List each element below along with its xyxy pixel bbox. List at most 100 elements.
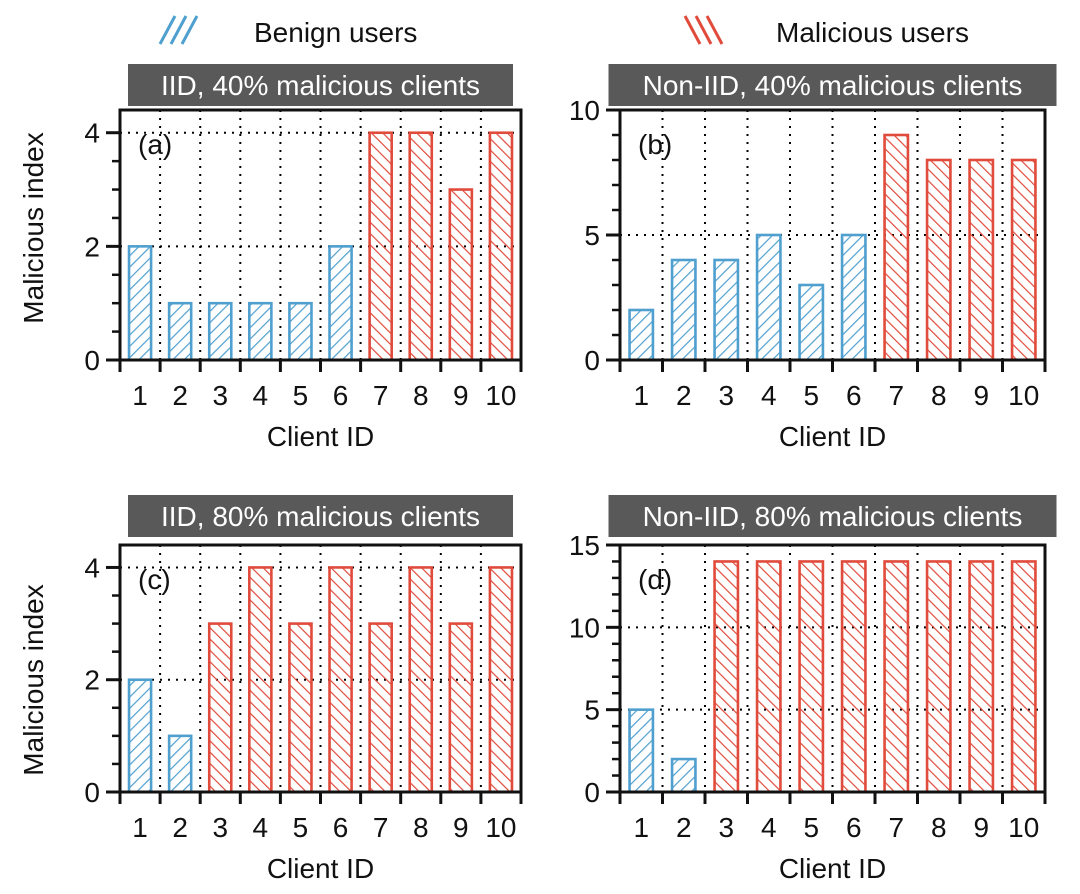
- bar-client-2: [670, 258, 697, 362]
- ylabel-panel-c: Malicious index: [18, 584, 49, 775]
- x-tick-label: 3: [212, 812, 228, 843]
- bar-client-5: [798, 283, 825, 362]
- legend-malicious-label: Malicious users: [776, 17, 969, 48]
- bar-client-2: [670, 757, 697, 794]
- x-tick-label: 7: [888, 380, 904, 411]
- bar-client-1: [127, 245, 153, 362]
- x-tick-label: 5: [803, 812, 819, 843]
- panel-title: IID, 80% malicious clients: [161, 501, 480, 532]
- bar-client-4: [248, 566, 273, 794]
- bar-client-3: [713, 560, 740, 794]
- y-tick-label: 5: [584, 695, 600, 726]
- title-background: [128, 495, 513, 537]
- bar-client-4: [755, 560, 782, 794]
- x-tick-label: 9: [453, 812, 469, 843]
- x-tick-label: 4: [761, 380, 777, 411]
- x-tick-label: 6: [846, 812, 862, 843]
- panel-letter: (d): [638, 564, 672, 595]
- x-tick-label: 1: [132, 380, 148, 411]
- x-tick-label: 3: [212, 380, 228, 411]
- x-tick-label: 6: [333, 812, 349, 843]
- x-tick-label: 8: [931, 812, 947, 843]
- bar-client-9: [448, 188, 474, 362]
- x-tick-label: 4: [253, 380, 269, 411]
- bar-client-1: [628, 308, 655, 362]
- bar-client-10: [488, 566, 514, 794]
- x-axis-label: Client ID: [779, 421, 886, 452]
- y-tick-label: 4: [84, 552, 100, 583]
- bar-client-10: [488, 131, 514, 362]
- bar-client-6: [328, 566, 353, 794]
- bar-client-3: [207, 301, 233, 362]
- x-tick-label: 4: [253, 812, 269, 843]
- bar-client-7: [883, 560, 910, 794]
- bar-client-9: [448, 622, 474, 794]
- panel-title: Non-IID, 40% malicious clients: [643, 70, 1023, 101]
- x-tick-label: 6: [333, 380, 349, 411]
- y-tick-label: 0: [84, 345, 100, 376]
- x-tick-label: 10: [1008, 380, 1039, 411]
- x-tick-label: 2: [676, 380, 692, 411]
- y-tick-label: 0: [584, 345, 600, 376]
- panel-title: Non-IID, 80% malicious clients: [643, 501, 1023, 532]
- bar-client-7: [368, 622, 393, 794]
- y-tick-label: 15: [569, 530, 600, 561]
- x-axis-label: Client ID: [779, 853, 886, 884]
- legend-benign-label: Benign users: [254, 17, 417, 48]
- x-tick-label: 9: [973, 380, 989, 411]
- legend-malicious-swatch: [683, 15, 724, 45]
- bar-client-5: [288, 301, 313, 362]
- bar-client-9: [968, 560, 995, 794]
- y-tick-label: 4: [84, 118, 100, 149]
- bar-client-7: [368, 131, 393, 362]
- panel-letter: (a): [138, 129, 172, 160]
- x-tick-label: 2: [172, 380, 188, 411]
- bar-client-3: [207, 622, 233, 794]
- bar-client-5: [798, 560, 825, 794]
- ylabel-panel-a: Malicious index: [18, 132, 49, 323]
- bar-client-6: [840, 233, 867, 362]
- x-tick-label: 10: [485, 380, 516, 411]
- x-tick-label: 3: [718, 380, 734, 411]
- y-tick-label: 0: [584, 777, 600, 808]
- bar-client-6: [328, 245, 353, 362]
- panel-letter: (c): [138, 564, 171, 595]
- x-tick-label: 5: [293, 812, 309, 843]
- x-tick-label: 9: [973, 812, 989, 843]
- bar-client-2: [167, 301, 193, 362]
- x-tick-label: 10: [1008, 812, 1039, 843]
- bar-client-2: [167, 734, 193, 794]
- bar-client-9: [968, 158, 995, 362]
- x-tick-label: 5: [293, 380, 309, 411]
- bar-client-1: [628, 708, 655, 794]
- bar-client-8: [408, 566, 434, 794]
- x-tick-label: 9: [453, 380, 469, 411]
- title-background: [128, 64, 513, 106]
- x-tick-label: 8: [413, 812, 429, 843]
- y-tick-label: 5: [584, 220, 600, 251]
- x-tick-label: 7: [373, 380, 389, 411]
- x-axis-label: Client ID: [267, 853, 374, 884]
- y-tick-label: 2: [84, 231, 100, 262]
- x-tick-label: 3: [718, 812, 734, 843]
- bar-client-4: [755, 233, 782, 362]
- bar-client-8: [408, 131, 434, 362]
- x-tick-label: 2: [172, 812, 188, 843]
- bar-client-10: [1010, 158, 1037, 362]
- x-tick-label: 4: [761, 812, 777, 843]
- bar-client-8: [925, 158, 952, 362]
- x-tick-label: 8: [931, 380, 947, 411]
- bar-client-4: [248, 301, 273, 362]
- x-tick-label: 10: [485, 812, 516, 843]
- x-tick-label: 8: [413, 380, 429, 411]
- x-tick-label: 2: [676, 812, 692, 843]
- x-tick-label: 1: [633, 812, 649, 843]
- title-background: [608, 495, 1057, 537]
- x-tick-label: 5: [803, 380, 819, 411]
- title-background: [608, 64, 1057, 106]
- bar-client-8: [925, 560, 952, 794]
